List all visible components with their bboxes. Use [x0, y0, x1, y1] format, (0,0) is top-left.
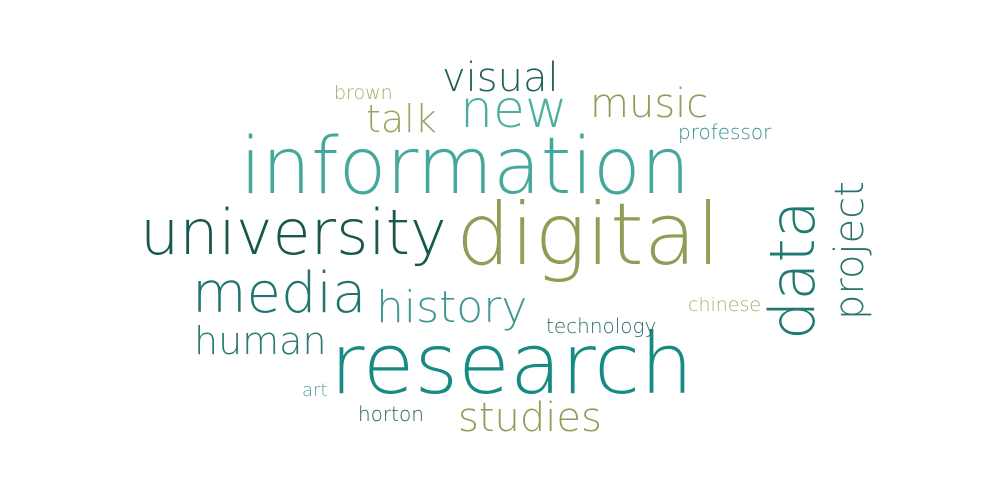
word-professor: professor: [678, 120, 772, 144]
word-new: new: [460, 80, 568, 140]
word-visual: visual: [442, 55, 559, 101]
word-music: music: [590, 81, 709, 127]
word-data: data: [756, 200, 829, 340]
word-brown: brown: [334, 82, 393, 104]
word-digital: digital: [456, 185, 721, 285]
word-technology: technology: [546, 314, 657, 338]
word-project: project: [827, 181, 873, 320]
word-art: art: [302, 380, 328, 401]
word-media: media: [192, 261, 367, 326]
word-studies: studies: [458, 395, 602, 441]
word-chinese: chinese: [688, 294, 762, 316]
word-horton: horton: [358, 402, 424, 426]
word-human: human: [194, 319, 327, 363]
word-information: information: [240, 122, 691, 212]
word-talk: talk: [366, 97, 437, 141]
word-history: history: [376, 282, 528, 333]
word-university: university: [140, 196, 447, 269]
word-research: research: [330, 315, 694, 413]
